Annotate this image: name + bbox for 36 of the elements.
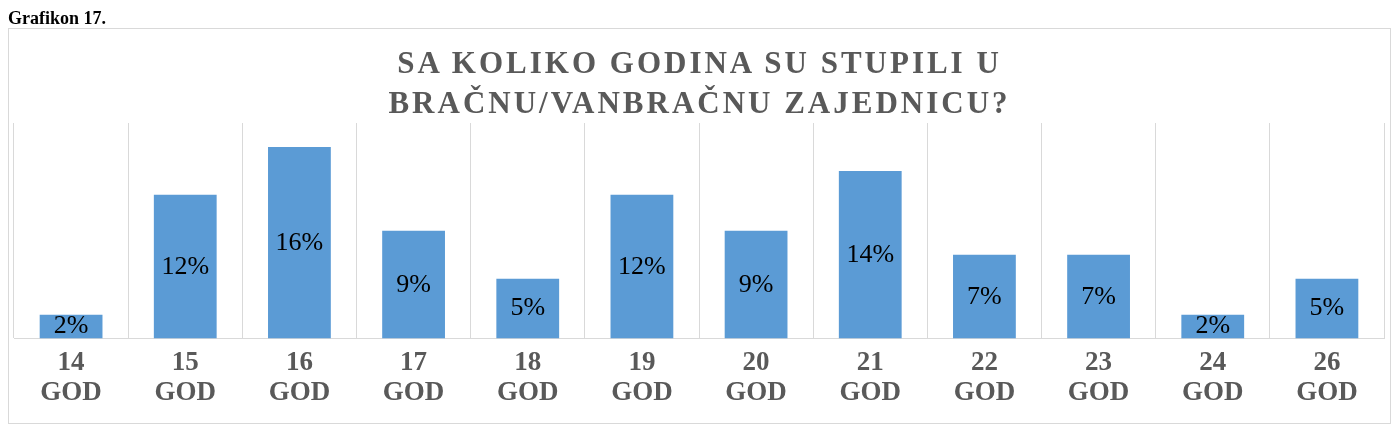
x-tick-label: 20 GOD xyxy=(725,346,787,407)
data-label: 16% xyxy=(275,226,324,256)
bar xyxy=(496,278,560,339)
x-tick-label: 16 GOD xyxy=(268,346,331,407)
x-tick-label: 15 GOD xyxy=(154,346,217,407)
data-label: 5% xyxy=(510,292,546,322)
data-label: 2% xyxy=(53,310,89,340)
bar xyxy=(1067,254,1130,339)
x-tick-label: 14 GOD xyxy=(40,346,102,407)
bar xyxy=(268,146,331,339)
data-label: 9% xyxy=(738,268,774,298)
data-label: 7% xyxy=(967,280,1002,310)
x-tick-label: 19 GOD xyxy=(611,346,673,407)
x-tick-label: 22 GOD xyxy=(953,346,1016,407)
bar xyxy=(382,230,445,339)
data-label: 2% xyxy=(1195,310,1231,340)
bar xyxy=(1295,278,1359,339)
bar xyxy=(838,170,902,339)
bar xyxy=(953,254,1016,339)
data-label: 5% xyxy=(1309,292,1345,322)
bar xyxy=(724,230,788,339)
data-label: 7% xyxy=(1081,280,1116,310)
data-label: 12% xyxy=(618,250,666,280)
data-label: 12% xyxy=(161,250,210,280)
text: Grafikon 17. xyxy=(8,8,107,28)
x-tick-label: 21 GOD xyxy=(839,346,902,407)
bar xyxy=(153,194,217,339)
bar xyxy=(610,194,674,339)
x-tick-label: 26 GOD xyxy=(1296,346,1358,407)
x-tick-label: 18 GOD xyxy=(496,346,559,407)
chart-title: SA KOLIKO GODINA SU STUPILI U BRAČNU/VANBRAČNU ZAJEDNICU? xyxy=(387,44,1012,122)
x-tick-label: 17 GOD xyxy=(382,346,445,407)
data-label: 14% xyxy=(846,238,895,268)
x-tick-label: 24 GOD xyxy=(1181,346,1244,407)
data-label: 9% xyxy=(396,268,431,298)
x-tick-label: 23 GOD xyxy=(1067,346,1130,407)
